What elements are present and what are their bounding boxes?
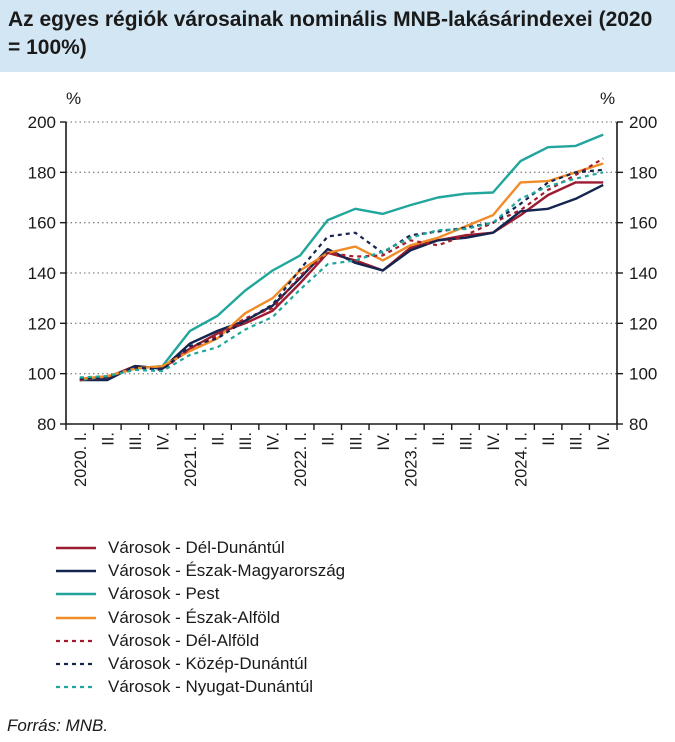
legend-item: Városok - Észak-Magyarország: [56, 559, 345, 582]
legend-item: Városok - Pest: [56, 583, 345, 606]
x-tick-label: III.: [347, 432, 365, 450]
y-tick-label-right: 120: [629, 314, 657, 333]
legend-swatch: [56, 616, 96, 619]
x-axis: 2020. I. II. III. IV. 2021. I. II. III. IV. 2022…: [65, 424, 618, 487]
y-tick-label-left: 180: [28, 163, 56, 182]
legend-label: Városok - Dél-Alföld: [108, 630, 260, 650]
series-line: [79, 162, 604, 380]
x-tick-label: IV.: [375, 432, 393, 451]
legend-label: Városok - Nyugat-Dunántúl: [108, 677, 314, 697]
legend-swatch: [56, 663, 96, 666]
legend-label: Városok - Észak-Alföld: [108, 607, 280, 627]
x-tick-label: 2020. I.: [72, 432, 90, 487]
y-tick-label-right: 140: [629, 264, 657, 283]
y-tick-label-left: 160: [28, 214, 56, 233]
y-tick-label-left: 100: [28, 365, 56, 384]
y-axis-label-left: %: [66, 89, 81, 108]
y-tick-label-right: 100: [629, 365, 657, 384]
source-note: Forrás: MNB.: [7, 716, 109, 735]
series-line: [79, 157, 604, 382]
y-tick-label-right: 180: [629, 163, 657, 182]
legend-label: Városok - Közép-Dunántúl: [108, 654, 308, 674]
legend-label: Városok - Észak-Magyarország: [108, 560, 346, 580]
legend-swatch: [56, 592, 96, 596]
y-tick-label-right: 160: [629, 214, 657, 233]
x-tick-label: III.: [237, 432, 255, 450]
legend: Városok - Dél-Dunántúl Városok - Észak-Ma…: [56, 536, 345, 699]
series-line: [79, 133, 604, 382]
x-tick-label: 2023. I.: [402, 432, 420, 487]
y-tick-label-right: 80: [629, 415, 648, 434]
x-tick-label: 2024. I.: [513, 432, 531, 487]
legend-label: Városok - Dél-Dunántúl: [108, 537, 285, 557]
x-tick-label: II.: [320, 432, 338, 446]
y-tick-label-left: 140: [28, 264, 56, 283]
legend-swatch: [56, 639, 96, 642]
legend-item: Városok - Nyugat-Dunántúl: [56, 676, 345, 699]
legend-swatch: [56, 686, 96, 689]
x-tick-label: IV.: [595, 432, 613, 451]
y-axis-label-right: %: [600, 89, 615, 108]
grid-lines: [66, 121, 617, 375]
legend-swatch: [56, 569, 96, 573]
line-chart: 80 100 120 140 160 180 200 80 100 120 140 160 180 20…: [28, 89, 658, 487]
x-tick-label: II.: [430, 432, 448, 446]
x-tick-label: II.: [210, 432, 228, 446]
y-tick-label-left: 80: [37, 415, 56, 434]
x-tick-label: III.: [568, 432, 586, 450]
legend-item: Városok - Dél-Alföld: [56, 629, 345, 652]
y-tick-label-right: 200: [629, 113, 657, 132]
x-tick-label: II.: [99, 432, 117, 446]
title-band: Az egyes régiók városainak nominális MNB…: [0, 0, 675, 72]
x-tick-label: 2021. I.: [182, 432, 200, 487]
x-tick-label: IV.: [485, 432, 503, 451]
y-axis-left: 80 100 120 140 160 180 200: [28, 113, 66, 434]
y-tick-label-left: 200: [28, 113, 56, 132]
series-line: [79, 168, 604, 380]
y-tick-label-left: 120: [28, 314, 56, 333]
x-tick-label: IV.: [265, 432, 283, 451]
legend-item: Városok - Észak-Alföld: [56, 606, 345, 629]
chart-title: Az egyes régiók városainak nominális MNB…: [8, 8, 653, 59]
y-axis-right: 80 100 120 140 160 180 200: [617, 113, 657, 434]
legend-item: Városok - Dél-Dunántúl: [56, 536, 345, 559]
series-line: [79, 171, 604, 379]
legend-item: Városok - Közép-Dunántúl: [56, 652, 345, 675]
x-tick-label: III.: [127, 432, 145, 450]
legend-label: Városok - Pest: [108, 584, 220, 604]
x-tick-label: IV.: [154, 432, 172, 451]
series-lines: [79, 133, 604, 382]
x-tick-label: II.: [540, 432, 558, 446]
x-tick-label: 2022. I.: [292, 432, 310, 487]
legend-swatch: [56, 546, 96, 549]
x-tick-label: III.: [457, 432, 475, 450]
